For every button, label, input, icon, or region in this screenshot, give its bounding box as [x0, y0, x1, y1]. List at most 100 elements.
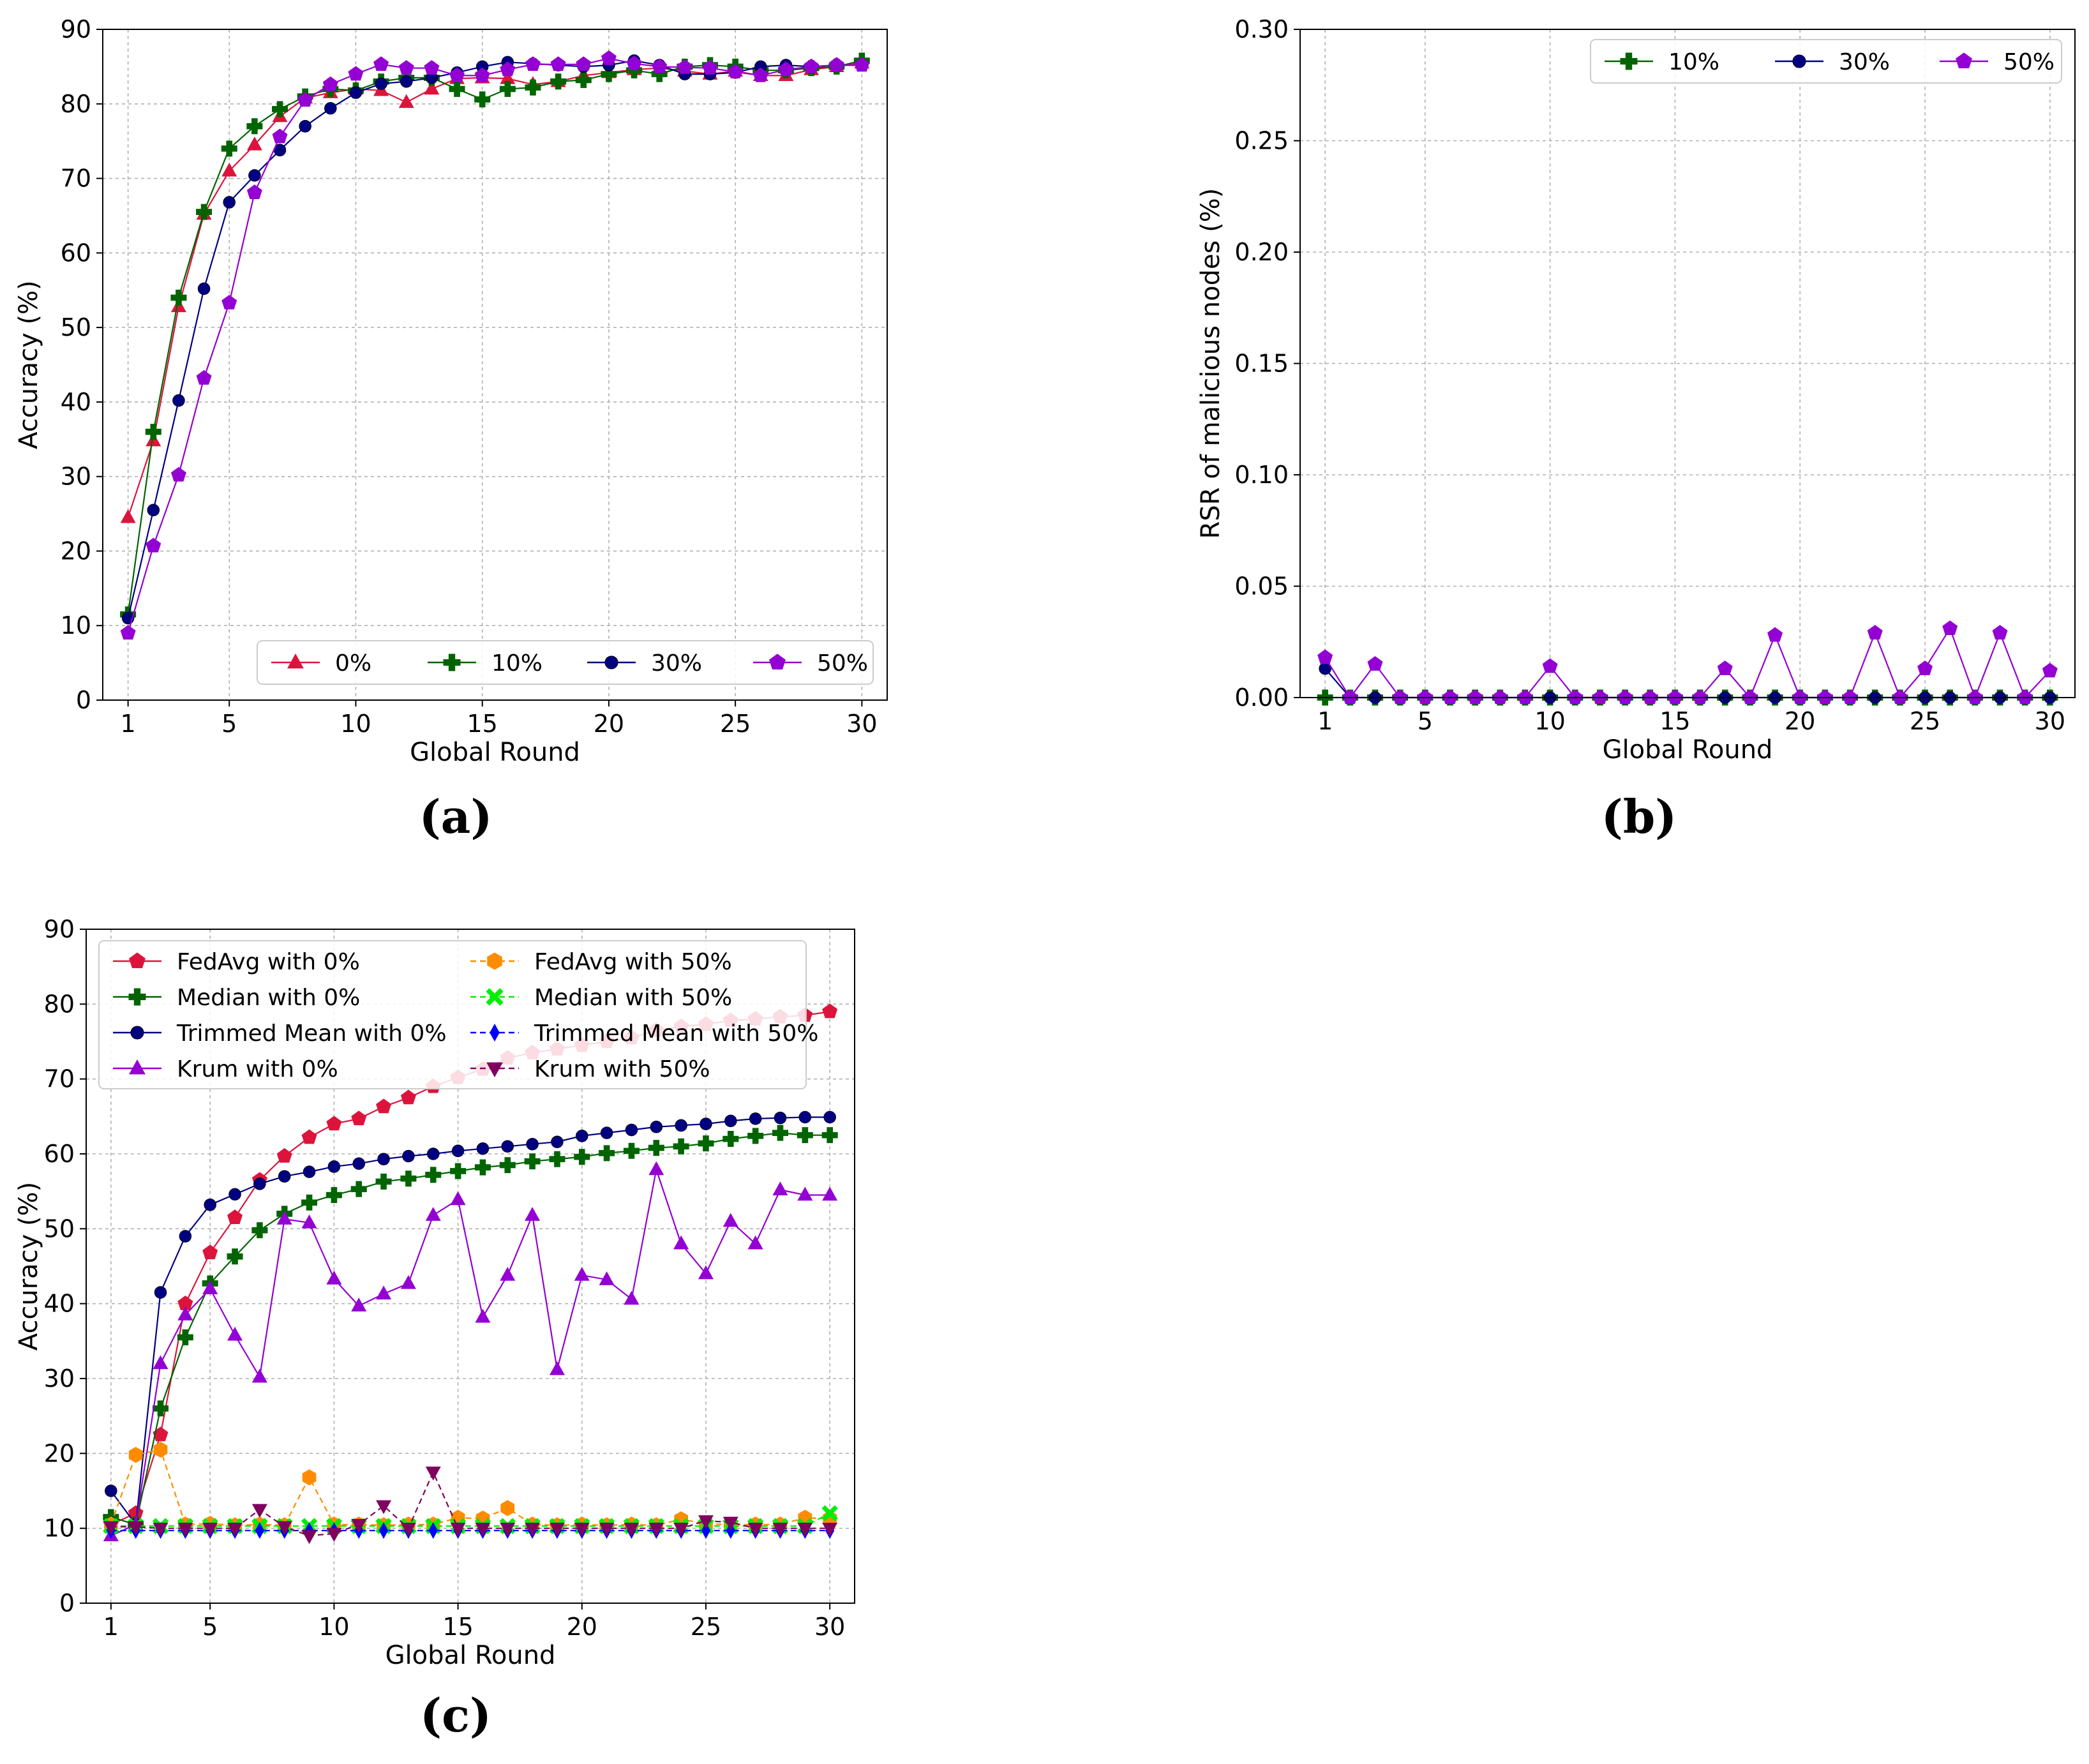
y-tick-label: 0.15	[1234, 350, 1289, 378]
y-tick-label: 0.05	[1234, 572, 1289, 601]
data-point-50-16	[500, 61, 516, 77]
data-point-fedavg-with-50-2	[128, 1447, 143, 1463]
data-point-50-5	[221, 294, 237, 310]
data-point-median-with-0-24	[673, 1138, 689, 1155]
data-point-50-9	[1517, 689, 1533, 705]
data-point-trimmed-mean-with-0-7	[253, 1177, 266, 1190]
legend-marker-30	[1792, 54, 1806, 68]
x-tick-label: 25	[691, 1613, 721, 1641]
x-tick-label: 10	[318, 1613, 349, 1641]
data-point-0-6	[246, 136, 262, 151]
legend-label-median-with-50: Median with 50%	[534, 985, 732, 1011]
data-point-50-7	[1467, 689, 1483, 705]
legend-box-a	[257, 640, 874, 685]
y-tick-label: 80	[44, 990, 75, 1018]
y-tick-label: 40	[61, 388, 91, 416]
data-point-50-28	[1992, 625, 2008, 639]
data-point-50-27	[1967, 689, 1983, 705]
data-point-krum-with-50-6	[227, 1523, 243, 1537]
data-point-50-24	[1892, 689, 1908, 705]
data-point-30-8	[299, 120, 311, 133]
data-point-median-with-0-26	[723, 1131, 739, 1147]
y-tick-label: 0	[59, 1589, 75, 1617]
data-point-50-12	[1592, 689, 1608, 705]
x-tick-label: 10	[1534, 707, 1565, 735]
data-point-krum-with-50-28	[772, 1523, 788, 1537]
data-point-trimmed-mean-with-0-14	[426, 1147, 440, 1160]
data-point-median-with-0-7	[251, 1222, 268, 1239]
data-point-10-19	[575, 71, 592, 88]
data-point-median-with-0-19	[549, 1151, 565, 1167]
data-point-krum-with-50-11	[351, 1519, 367, 1533]
data-point-trimmed-mean-with-0-24	[675, 1119, 687, 1132]
data-point-50-15	[1667, 689, 1683, 705]
data-point-fedavg-with-50-9	[302, 1469, 317, 1486]
data-point-krum-with-50-3	[153, 1523, 168, 1537]
data-point-krum-with-50-18	[525, 1523, 541, 1537]
data-point-trimmed-mean-with-0-28	[774, 1111, 787, 1125]
data-point-median-with-0-15	[450, 1163, 467, 1179]
data-point-krum-with-50-10	[326, 1528, 342, 1542]
axes-frame-c	[86, 929, 855, 1604]
series-krum-with-0	[103, 1161, 838, 1542]
data-point-50-13	[424, 60, 440, 75]
data-point-trimmed-mean-with-0-9	[303, 1165, 316, 1178]
data-point-krum-with-50-15	[450, 1523, 466, 1537]
data-point-50-11	[373, 56, 389, 71]
legend-label-30: 30%	[1839, 49, 1890, 75]
data-point-krum-with-50-22	[624, 1523, 640, 1537]
data-point-krum-with-50-23	[648, 1523, 664, 1537]
data-point-krum-with-0-26	[723, 1213, 738, 1227]
data-point-50-8	[297, 92, 313, 107]
data-point-krum-with-0-14	[425, 1207, 441, 1221]
data-point-50-23	[677, 59, 693, 74]
data-point-krum-with-0-4	[177, 1306, 193, 1320]
data-point-50-9	[322, 76, 338, 91]
y-tick-label: 70	[61, 165, 91, 193]
y-tick-label: 30	[44, 1364, 75, 1393]
data-point-fedavg-with-0-10	[326, 1116, 342, 1131]
data-point-fedavg-with-0-30	[822, 1003, 838, 1019]
data-point-krum-with-0-24	[673, 1235, 689, 1250]
data-point-krum-with-0-5	[202, 1280, 218, 1294]
legend-b: 10% 30% 50%	[1590, 39, 2062, 84]
y-tick-label: 90	[61, 15, 91, 43]
data-point-trimmed-mean-with-0-10	[327, 1160, 341, 1173]
data-point-fedavg-with-0-5	[202, 1245, 218, 1260]
data-point-trimmed-mean-with-0-30	[823, 1110, 836, 1124]
data-point-50-12	[398, 60, 414, 75]
data-point-median-with-0-6	[227, 1248, 243, 1265]
data-point-50-19	[576, 56, 592, 71]
data-point-median-with-0-3	[153, 1400, 169, 1417]
data-point-trimmed-mean-with-0-29	[798, 1110, 812, 1124]
data-point-trimmed-mean-with-0-26	[724, 1114, 737, 1128]
legend-label-30: 30%	[651, 650, 702, 676]
legend-label-krum-with-0: Krum with 0%	[177, 1056, 338, 1082]
legend-marker-0	[287, 653, 304, 669]
data-point-trimmed-mean-with-50-12	[378, 1522, 389, 1539]
data-point-krum-with-0-7	[251, 1368, 267, 1383]
data-point-krum-with-0-20	[574, 1267, 590, 1281]
series-trimmed-mean-with-0	[105, 1110, 836, 1531]
x-tick-label: 1	[103, 1613, 119, 1641]
data-point-krum-with-50-4	[177, 1523, 193, 1537]
data-point-fedavg-with-0-6	[227, 1209, 243, 1224]
data-point-krum-with-0-18	[525, 1207, 541, 1221]
y-tick-label: 60	[44, 1140, 75, 1168]
x-axis-label: Global Round	[386, 1641, 556, 1670]
data-point-30-9	[324, 102, 337, 115]
legend-label-median-with-0: Median with 0%	[177, 985, 360, 1011]
data-point-median-with-0-10	[326, 1187, 342, 1204]
data-point-30-10	[349, 86, 363, 100]
data-point-krum-with-50-25	[698, 1515, 714, 1529]
data-point-50-8	[1492, 689, 1508, 705]
data-point-krum-with-50-19	[549, 1523, 565, 1537]
data-point-median-with-0-28	[772, 1125, 788, 1141]
data-point-50-29	[828, 57, 844, 72]
data-point-trimmed-mean-with-0-16	[476, 1142, 490, 1155]
data-point-fedavg-with-0-3	[153, 1426, 168, 1442]
data-point-30-5	[223, 196, 236, 209]
data-point-10-14	[449, 80, 465, 97]
series-50	[120, 50, 870, 640]
